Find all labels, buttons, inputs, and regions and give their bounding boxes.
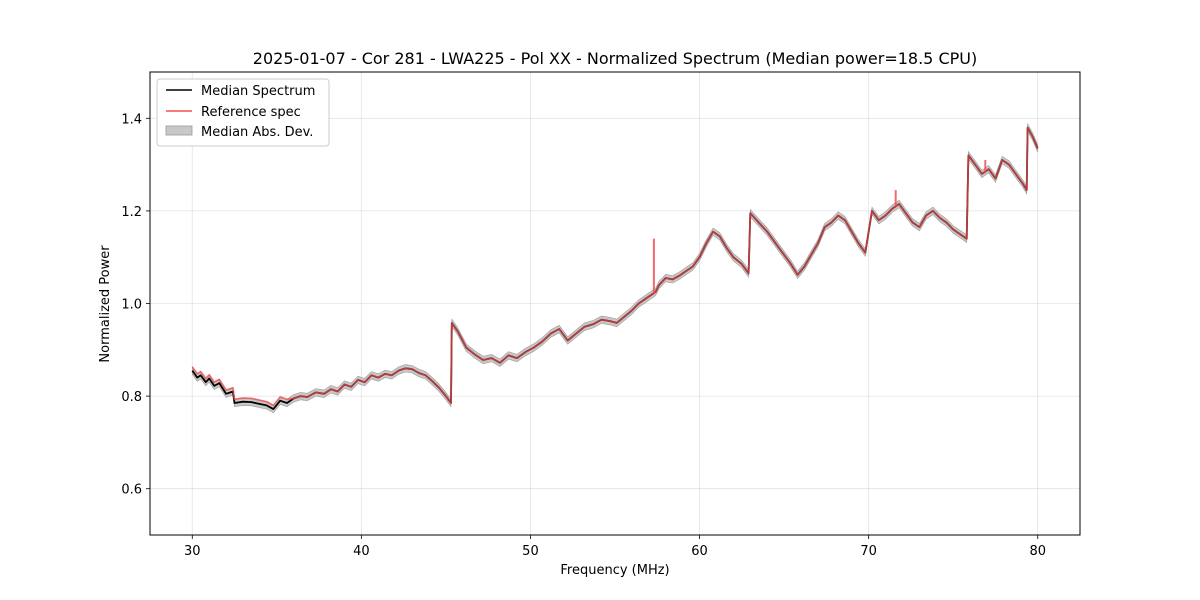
- reference-spectrum-line: [191, 126, 1039, 407]
- x-axis-label: Frequency (MHz): [560, 563, 669, 578]
- legend-box: [156, 78, 330, 147]
- mad-band-layer: [192, 122, 1038, 414]
- x-tick-label: 80: [1029, 544, 1046, 559]
- y-tick-label: 0.8: [121, 390, 142, 405]
- y-tick-label: 1.4: [121, 112, 142, 127]
- legend-reference-label: Reference spec: [201, 105, 301, 120]
- x-tick-label: 60: [691, 544, 708, 559]
- x-tick-label: 40: [353, 544, 370, 559]
- legend-median-label: Median Spectrum: [201, 84, 315, 99]
- ticks: 30 40 50 60 70 80 0.6 0.8 1.0 1.2 1.4: [121, 112, 1046, 559]
- y-tick-label: 1.0: [121, 298, 142, 313]
- y-tick-label: 1.2: [121, 205, 142, 220]
- y-axis-label: Normalized Power: [98, 245, 113, 363]
- legend: Median Spectrum Reference spec Median Ab…: [156, 78, 330, 147]
- x-tick-label: 70: [860, 544, 877, 559]
- x-tick-label: 30: [184, 544, 201, 559]
- mad-band: [192, 122, 1038, 414]
- x-tick-label: 50: [522, 544, 539, 559]
- legend-mad-swatch: [165, 125, 193, 136]
- chart-title: 2025-01-07 - Cor 281 - LWA225 - Pol XX -…: [253, 49, 977, 68]
- series-layer: [191, 126, 1039, 410]
- legend-mad-label: Median Abs. Dev.: [201, 125, 313, 140]
- y-tick-label: 0.6: [121, 483, 142, 498]
